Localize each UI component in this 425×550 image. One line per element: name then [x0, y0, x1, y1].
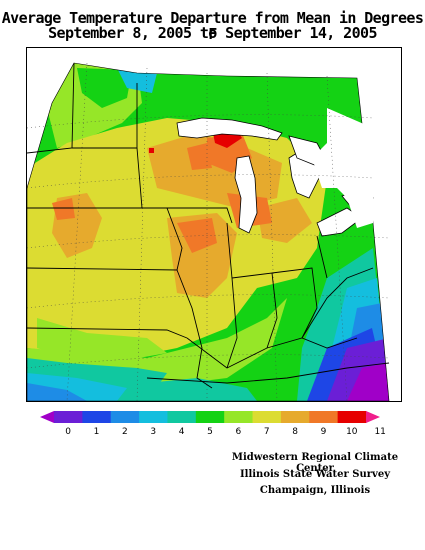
credit-center: Midwestern Regional Climate Center [231, 452, 399, 474]
canada-land [312, 108, 373, 228]
legend-tick-label: 10 [346, 427, 358, 437]
legend-tick-label: 11 [374, 427, 386, 437]
legend-tick-label: 9 [320, 427, 327, 437]
graticule [27, 62, 390, 401]
legend-tick-label: 8 [292, 427, 298, 437]
legend-color-cell [139, 411, 168, 423]
legend-color-cell [82, 411, 112, 423]
legend-color-cell [252, 411, 282, 423]
legend-tick-label: 3 [150, 427, 157, 437]
legend-tick-label: 4 [178, 427, 185, 437]
temperature-departure-map [26, 47, 402, 402]
legend-tick-label: 0 [65, 427, 72, 437]
legend-tick-label: 6 [235, 427, 242, 437]
legend-color-cell [280, 411, 310, 423]
legend-tick-label: 1 [93, 427, 100, 437]
legend-tick-label: 5 [207, 427, 213, 437]
legend-color-cell [110, 411, 140, 423]
color-legend [40, 411, 380, 423]
credit-survey: Illinois State Water Survey [239, 469, 391, 480]
legend-tick-label: 7 [263, 427, 270, 437]
map-date-range: September 8, 2005 to September 14, 2005 [48, 24, 377, 42]
map-domain-outline [27, 62, 390, 401]
legend-color-cell [54, 411, 83, 423]
legend-color-cell [167, 411, 197, 423]
legend-color-cell [337, 411, 367, 423]
credit-location: Champaign, Illinois [259, 485, 371, 496]
state-borders [27, 62, 390, 389]
legend-tick-label: 2 [122, 427, 128, 437]
legend-color-cell [309, 411, 339, 423]
legend-color-cell [224, 411, 254, 423]
legend-arrow-low [40, 411, 54, 423]
map-title: Average Temperature Departure from Mean … [1, 9, 424, 43]
legend-color-cell [195, 411, 225, 423]
legend-arrow-high [366, 411, 380, 423]
